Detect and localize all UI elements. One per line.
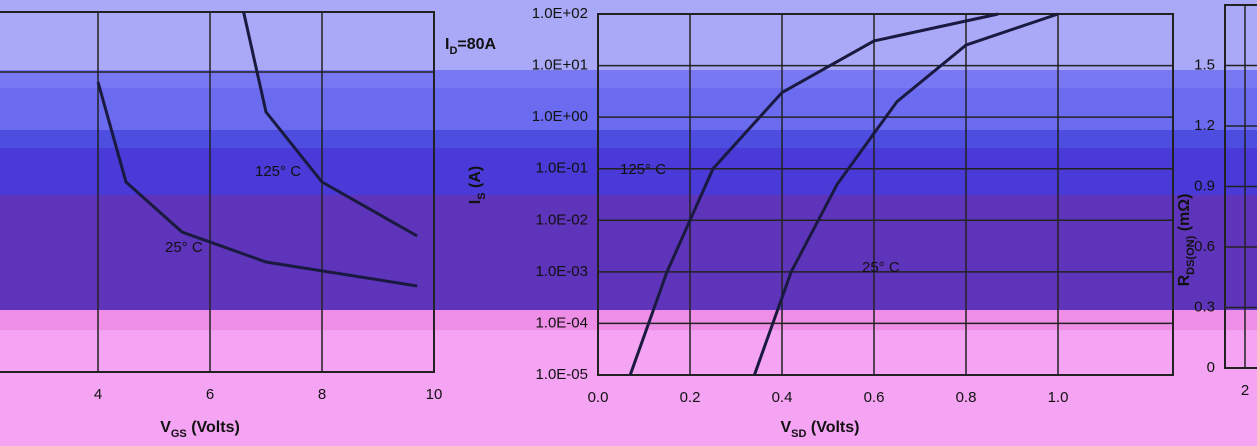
y-tick-label: 1.0E-05 <box>535 366 588 383</box>
annotation: 125° C <box>255 163 301 180</box>
axis-label: IS (A) <box>467 166 488 204</box>
label-main: R <box>1176 274 1193 286</box>
series-line <box>628 12 999 376</box>
y-tick-label: 1.0E-03 <box>535 263 588 280</box>
label-main: V <box>160 419 171 436</box>
annotation: 25° C <box>862 259 900 276</box>
axis-label: ID=80A <box>445 36 497 57</box>
axis-label: VGS (Volts) <box>160 419 240 440</box>
y-tick-label: 0.9 <box>1194 177 1215 194</box>
label-sub: DS(ON) <box>1185 235 1197 274</box>
y-tick-label: 1.0E+01 <box>532 57 588 74</box>
label-sub: S <box>476 192 488 199</box>
x-tick-label: 1.0 <box>1048 389 1069 406</box>
y-tick-label: 0 <box>1207 359 1215 376</box>
y-tick-label: 1.0E+00 <box>532 108 588 125</box>
axis-label: RDS(ON) (mΩ) <box>1176 194 1197 287</box>
x-tick-label: 0.4 <box>772 389 793 406</box>
annotation: 25° C <box>165 239 203 256</box>
y-tick-label: 0.6 <box>1194 238 1215 255</box>
x-tick-label: 8 <box>318 386 326 403</box>
label-main: I <box>467 200 484 204</box>
x-tick-label: 10 <box>426 386 443 403</box>
x-tick-label: 0.2 <box>680 389 701 406</box>
x-tick-label: 2 <box>1241 382 1249 399</box>
x-tick-label: 6 <box>206 386 214 403</box>
x-tick-label: 0.8 <box>956 389 977 406</box>
y-tick-label: 1.0E+02 <box>532 5 588 22</box>
x-tick-label: 0.0 <box>588 389 609 406</box>
axis-label: VSD (Volts) <box>781 419 860 440</box>
label-main: V <box>781 419 792 436</box>
series-line <box>752 12 1059 376</box>
label-sub: GS <box>171 428 187 440</box>
y-tick-label: 1.2 <box>1194 117 1215 134</box>
series-line <box>242 11 418 238</box>
x-tick-label: 4 <box>94 386 102 403</box>
y-tick-label: 1.5 <box>1194 56 1215 73</box>
label-sub: D <box>449 45 457 57</box>
y-tick-label: 1.0E-04 <box>535 314 588 331</box>
label-main: I <box>445 36 449 53</box>
label-sub: SD <box>791 428 806 440</box>
series-line <box>96 81 418 288</box>
y-tick-label: 1.0E-01 <box>535 160 588 177</box>
label-rest: (mΩ) <box>1176 194 1193 236</box>
label-rest: (Volts) <box>806 419 859 436</box>
label-rest: =80A <box>457 36 496 53</box>
annotation: 125° C <box>620 161 666 178</box>
x-tick-label: 0.6 <box>864 389 885 406</box>
y-tick-label: 0.3 <box>1194 298 1215 315</box>
label-rest: (Volts) <box>187 419 240 436</box>
label-rest: (A) <box>467 166 484 193</box>
y-tick-label: 1.0E-02 <box>535 211 588 228</box>
